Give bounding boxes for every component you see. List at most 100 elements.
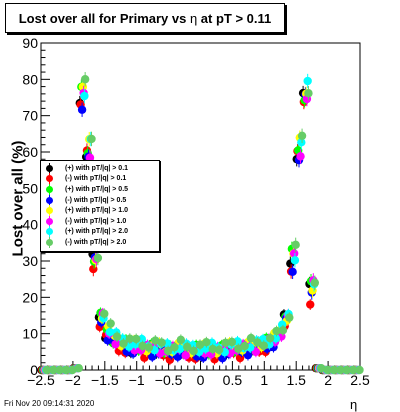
- data-point: [303, 76, 312, 86]
- data-point: [131, 334, 141, 344]
- data-point: [49, 365, 58, 375]
- data-point: [329, 365, 339, 375]
- y-tick-label: 30: [22, 253, 38, 269]
- data-point: [181, 351, 190, 360]
- data-point: [189, 346, 198, 356]
- legend-marker: [46, 162, 53, 174]
- timestamp-footer: Fri Nov 20 09:14:31 2020: [4, 399, 95, 408]
- data-point: [163, 346, 173, 356]
- data-point: [290, 256, 300, 265]
- data-point: [221, 338, 230, 347]
- x-axis-label: η: [350, 397, 358, 412]
- data-point: [296, 152, 305, 161]
- y-tick-label: 70: [22, 108, 38, 124]
- data-point: [253, 338, 262, 347]
- legend-marker: [46, 183, 53, 195]
- legend-entry-8: (-) with pT/|q| > 2.0: [41, 236, 159, 248]
- y-tick-label: 0: [30, 362, 38, 378]
- chart-title-eta: η: [189, 10, 198, 26]
- legend-entry-3: (+) with pT/|q| > 0.5: [41, 183, 159, 195]
- data-point: [227, 337, 237, 347]
- data-point: [259, 341, 268, 350]
- x-tick-label: −2.5: [27, 372, 55, 388]
- legend-label: (+) with pT/|q| > 1.0: [65, 207, 129, 215]
- legend-entry-5: (+) with pT/|q| > 1.0: [41, 205, 159, 217]
- data-point: [342, 365, 351, 375]
- legend-entry-4: (-) with pT/|q| > 0.5: [41, 194, 159, 206]
- data-point: [291, 240, 300, 250]
- chart-title: Lost over all for Primary vs η at pT > 0…: [5, 3, 285, 33]
- data-point: [144, 343, 154, 352]
- y-tick-label: 20: [22, 289, 38, 305]
- data-point: [306, 300, 315, 309]
- data-point: [170, 342, 179, 352]
- data-point: [93, 253, 103, 263]
- x-tick-label: −1.5: [91, 372, 119, 388]
- data-point: [111, 340, 120, 349]
- chart-title-post: at pT > 0.11: [197, 10, 272, 26]
- x-tick-label: 0.5: [223, 372, 243, 388]
- data-point: [355, 365, 364, 375]
- data-point: [176, 335, 186, 345]
- data-point: [151, 336, 160, 345]
- legend-label: (+) with pT/|q| > 2.0: [65, 228, 129, 236]
- data-point: [112, 332, 122, 341]
- y-tick-label: 80: [22, 71, 38, 87]
- data-point: [103, 336, 112, 345]
- y-tick-label: 50: [22, 180, 38, 196]
- data-point: [61, 365, 71, 375]
- legend-label: (+) with pT/|q| > 0.5: [65, 185, 129, 193]
- data-point: [214, 345, 224, 355]
- x-tick-label: 1: [260, 372, 268, 388]
- legend-marker: [46, 215, 53, 227]
- y-axis-label: Lost over all (%): [9, 140, 27, 257]
- legend-label: (-) with pT/|q| > 1.0: [65, 217, 127, 225]
- data-point: [125, 334, 135, 343]
- data-point: [80, 91, 89, 101]
- x-tick-label: 2.5: [350, 372, 370, 388]
- data-point: [195, 340, 205, 349]
- data-point: [157, 338, 166, 347]
- data-point: [297, 138, 306, 147]
- y-tick-label: 60: [22, 144, 38, 160]
- legend-entry-1: (+) with pT/|q| > 0.1: [41, 162, 159, 174]
- data-point: [243, 350, 253, 360]
- data-point: [105, 327, 115, 337]
- data-point: [77, 105, 87, 114]
- data-point: [87, 134, 96, 144]
- y-tick-label: 40: [22, 217, 38, 233]
- legend-label: (-) with pT/|q| > 0.1: [65, 175, 127, 183]
- data-point: [246, 333, 256, 343]
- x-tick-label: −0.5: [155, 372, 183, 388]
- y-tick-label: 10: [22, 326, 38, 342]
- data-point: [285, 313, 294, 322]
- data-point: [323, 365, 332, 375]
- legend-marker: [46, 194, 53, 206]
- data-point: [74, 363, 83, 373]
- data-point: [240, 341, 249, 351]
- x-tick-label: −2: [65, 372, 81, 388]
- legend-entry-7: (+) with pT/|q| > 2.0: [41, 226, 159, 238]
- data-points: [37, 72, 364, 375]
- x-tick-label: 0: [197, 372, 205, 388]
- data-point: [106, 319, 115, 328]
- data-point: [310, 278, 320, 287]
- legend-marker: [46, 205, 53, 217]
- x-tick-label: 1.5: [286, 372, 306, 388]
- data-point: [304, 89, 313, 98]
- y-tick-label: 90: [22, 35, 38, 51]
- legend-marker: [46, 236, 53, 248]
- legend-label: (+) with pT/|q| > 0.1: [65, 164, 129, 172]
- data-point: [288, 267, 297, 277]
- legend-label: (-) with pT/|q| > 0.5: [65, 196, 127, 204]
- data-point: [317, 363, 326, 373]
- data-point: [55, 365, 64, 375]
- data-point: [202, 337, 211, 347]
- legend-marker: [46, 226, 53, 238]
- series-8: [42, 72, 364, 375]
- data-point: [183, 342, 192, 352]
- x-tick-label: −1: [129, 372, 145, 388]
- legend-marker: [46, 173, 53, 185]
- data-point: [80, 75, 90, 84]
- axes: −2.5 −2 −1.5 −1 −0.5 0 0.5 1 1.5 2 2.5 0 10 20 30 40 50 6…: [22, 35, 370, 388]
